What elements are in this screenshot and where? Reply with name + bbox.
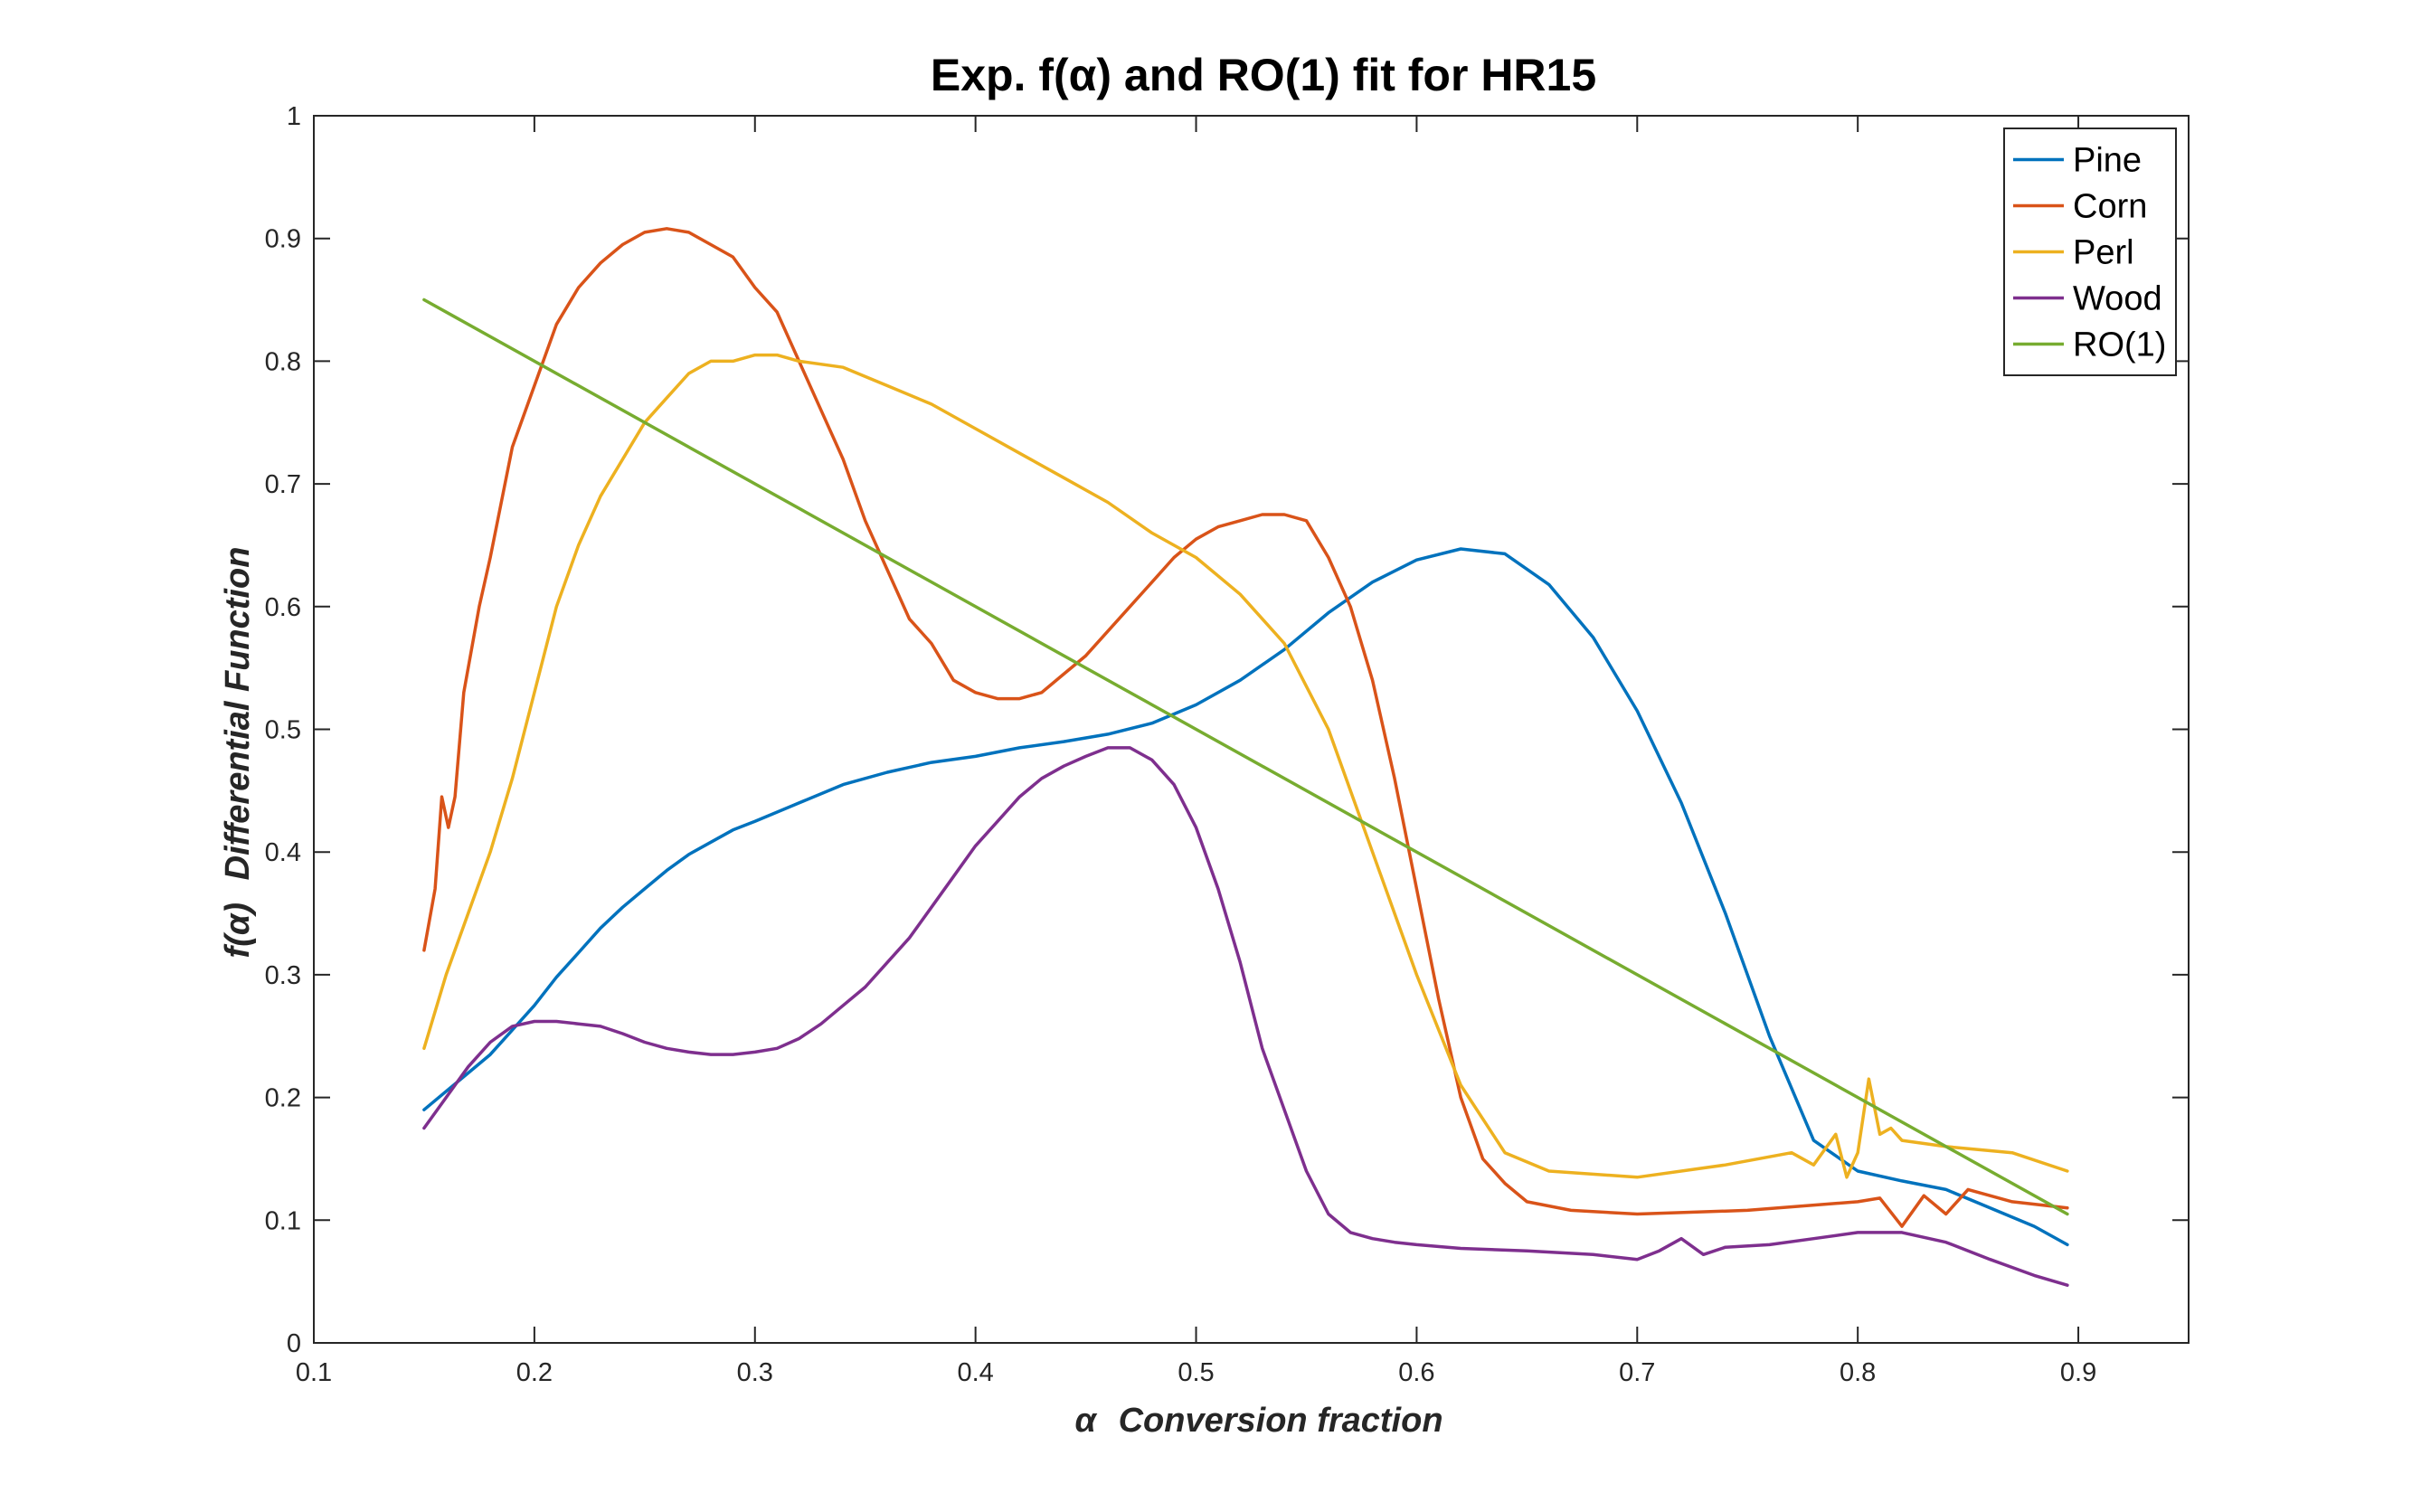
- x-tick-label: 0.9: [2060, 1358, 2096, 1387]
- chart-title: Exp. f(α) and RO(1) fit for HR15: [931, 50, 1596, 100]
- x-tick-label: 0.1: [296, 1358, 332, 1387]
- y-tick-label: 0.9: [265, 225, 301, 254]
- series-line-corn: [422, 227, 2069, 1228]
- legend-label-pine: Pine: [2073, 142, 2142, 180]
- y-tick-label: 0.5: [265, 716, 301, 745]
- y-axis-text: Differential Function: [219, 547, 257, 881]
- x-tick-label: 0.4: [957, 1358, 993, 1387]
- plot-frame: [313, 115, 2190, 1344]
- x-axis-label: α Conversion fraction: [1074, 1402, 1442, 1440]
- y-tick-label: 0.6: [265, 593, 301, 622]
- series-lines: [422, 227, 2069, 1287]
- x-tick-label: 0.5: [1178, 1358, 1214, 1387]
- plot-area: [314, 116, 2189, 1343]
- x-axis-symbol: α: [1074, 1402, 1097, 1440]
- y-tick-label: 0.4: [265, 838, 301, 867]
- legend-label-ro-1: RO(1): [2073, 326, 2166, 364]
- series-line-perl: [422, 353, 2069, 1179]
- y-axis-symbol: f(α): [219, 902, 257, 959]
- legend: Pine Corn Perl Wood RO(1): [2003, 128, 2177, 376]
- y-axis-label: f(α) Differential Function: [219, 547, 257, 959]
- y-tick-label: 0.7: [265, 470, 301, 499]
- y-tick-label: 0.3: [265, 961, 301, 990]
- legend-label-perl: Perl: [2073, 234, 2134, 272]
- y-tick-label: 0.8: [265, 347, 301, 376]
- y-tick-label: 0.2: [265, 1084, 301, 1113]
- series-line-wood: [422, 746, 2069, 1287]
- series-line-pine: [422, 547, 2069, 1247]
- series-line-ro-1: [422, 298, 2069, 1216]
- x-tick-label: 0.7: [1619, 1358, 1655, 1387]
- x-tick-label: 0.6: [1398, 1358, 1434, 1387]
- y-tick-label: 0: [287, 1329, 301, 1358]
- y-tick-label: 0.1: [265, 1206, 301, 1235]
- tick-labels: 0.1 0.2 0.3 0.4 0.5 0.6 0.7 0.8 0.900.10.20.30.4…: [265, 102, 2097, 1387]
- x-axis-text: Conversion fraction: [1119, 1402, 1443, 1440]
- legend-label-corn: Corn: [2073, 188, 2147, 226]
- x-tick-label: 0.8: [1840, 1358, 1876, 1387]
- legend-label-wood: Wood: [2073, 280, 2162, 318]
- x-tick-label: 0.2: [516, 1358, 553, 1387]
- x-tick-label: 0.3: [737, 1358, 773, 1387]
- y-tick-label: 1: [287, 102, 301, 131]
- plot-background: [314, 116, 2189, 1343]
